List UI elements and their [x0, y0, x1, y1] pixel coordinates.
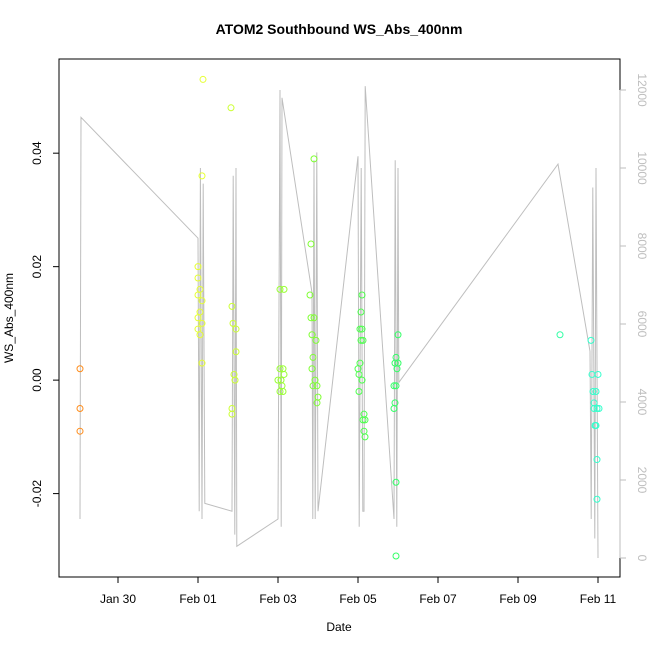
point — [361, 416, 369, 424]
y-tick-label: 0.00 — [30, 368, 44, 392]
point — [359, 416, 367, 424]
x-tick-label: Feb 09 — [499, 592, 537, 606]
point — [307, 240, 315, 248]
point — [279, 387, 287, 395]
point — [76, 365, 84, 373]
y2-tick-label: 8000 — [635, 233, 649, 260]
point — [312, 336, 320, 344]
y-tick-label: 0.04 — [30, 141, 44, 165]
point — [232, 325, 240, 333]
point — [76, 404, 84, 412]
point — [310, 314, 318, 322]
y-tick-label: -0.02 — [30, 480, 44, 508]
point — [361, 433, 369, 441]
point — [394, 331, 402, 339]
point — [229, 319, 237, 327]
point — [310, 155, 318, 163]
y2-tick-label: 2000 — [635, 467, 649, 494]
point — [274, 376, 282, 384]
y-axis-label: WS_Abs_400nm — [2, 273, 16, 363]
point — [308, 365, 316, 373]
point — [593, 495, 601, 503]
y2-tick-label: 4000 — [635, 389, 649, 416]
point — [393, 365, 401, 373]
point — [556, 331, 564, 339]
x-axis-label: Date — [326, 620, 352, 634]
point — [358, 325, 366, 333]
point — [594, 370, 602, 378]
point — [357, 308, 365, 316]
point — [198, 172, 206, 180]
y2-tick-label: 10000 — [635, 151, 649, 185]
point — [232, 348, 240, 356]
point — [194, 274, 202, 282]
point — [228, 410, 236, 418]
point — [359, 336, 367, 344]
x-tick-label: Feb 11 — [580, 592, 617, 606]
point — [227, 104, 235, 112]
point — [587, 336, 595, 344]
point — [313, 382, 321, 390]
point — [593, 404, 601, 412]
y-tick-label: 0.02 — [30, 255, 44, 279]
point — [313, 399, 321, 407]
point — [392, 382, 400, 390]
point — [390, 404, 398, 412]
point — [356, 359, 364, 367]
point — [355, 387, 363, 395]
point — [309, 353, 317, 361]
point — [228, 302, 236, 310]
y2-tick-label: 12000 — [635, 73, 649, 107]
altitude-line — [79, 86, 599, 559]
point — [357, 336, 365, 344]
y2-tick-label: 0 — [635, 555, 649, 562]
point — [76, 427, 84, 435]
point — [198, 297, 206, 305]
point — [280, 285, 288, 293]
point — [390, 382, 398, 390]
x-tick-label: Feb 05 — [339, 592, 377, 606]
x-tick-label: Jan 30 — [100, 592, 136, 606]
point — [356, 325, 364, 333]
point — [307, 314, 315, 322]
x-tick-label: Feb 07 — [419, 592, 457, 606]
point — [280, 370, 288, 378]
point — [194, 263, 202, 271]
point — [591, 422, 599, 430]
point — [589, 387, 597, 395]
point — [231, 376, 239, 384]
point — [194, 291, 202, 299]
point — [196, 331, 204, 339]
point — [276, 387, 284, 395]
point — [306, 291, 314, 299]
point — [392, 478, 400, 486]
point — [392, 552, 400, 560]
point — [198, 319, 206, 327]
point — [355, 370, 363, 378]
point — [199, 75, 207, 83]
point — [358, 291, 366, 299]
x-tick-label: Feb 03 — [259, 592, 297, 606]
chart-title: ATOM2 Southbound WS_Abs_400nm — [216, 21, 463, 37]
point — [278, 382, 286, 390]
point — [595, 404, 603, 412]
point — [276, 285, 284, 293]
point — [198, 359, 206, 367]
x-tick-label: Feb 01 — [179, 592, 217, 606]
point — [358, 376, 366, 384]
point — [309, 382, 317, 390]
point — [593, 456, 601, 464]
point — [276, 365, 284, 373]
point — [592, 387, 600, 395]
point — [194, 314, 202, 322]
point — [308, 331, 316, 339]
point — [590, 404, 598, 412]
y2-tick-label: 6000 — [635, 311, 649, 338]
